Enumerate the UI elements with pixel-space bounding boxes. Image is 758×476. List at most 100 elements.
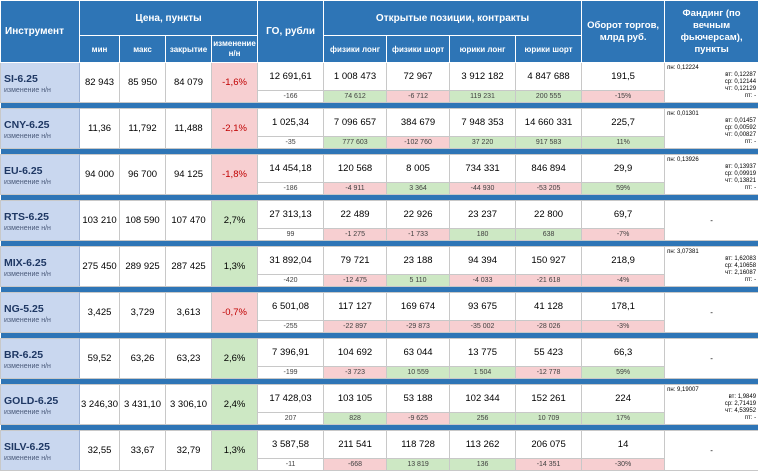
- go-delta: -11: [257, 458, 325, 471]
- funding-line: пн: 0,01301: [667, 111, 699, 117]
- price-max: 108 590: [119, 200, 166, 241]
- phys-long-delta: 74 612: [323, 90, 388, 103]
- phys-short-value: 118 728: [386, 430, 451, 459]
- funding-cell: -: [664, 200, 758, 241]
- turnover-delta: 11%: [581, 136, 666, 149]
- phys-long-value: 103 105: [323, 384, 388, 413]
- price-max: 33,67: [119, 430, 166, 471]
- change-note: изменение н/н: [4, 363, 51, 370]
- funding-line: чт: 4,53952: [725, 408, 757, 414]
- phys-short-value: 63 044: [386, 338, 451, 367]
- funding-line: вт: 1,9849: [728, 394, 757, 400]
- price-change: 1,3%: [210, 246, 259, 287]
- table-row-delta: -255 -22 897 -29 873 -35 002 -28 026 -3%: [1, 320, 758, 333]
- instrument-name: SI-6.25: [4, 73, 38, 85]
- header-min: мин: [79, 35, 120, 63]
- row-separator: [0, 148, 758, 155]
- instrument-cell: SI-6.25 изменение н/н: [0, 62, 80, 103]
- phys-short-value: 53 188: [386, 384, 451, 413]
- jur-long-delta: -35 002: [449, 320, 517, 333]
- header-jur-long: юрики лонг: [449, 35, 517, 63]
- jur-short-value: 152 261: [515, 384, 583, 413]
- row-separator: [0, 332, 758, 339]
- header-instrument: Инструмент: [0, 0, 80, 63]
- jur-long-value: 93 675: [449, 292, 517, 321]
- price-min: 59,52: [79, 338, 120, 379]
- funding-line: пт: -: [744, 185, 757, 191]
- jur-short-value: 14 660 331: [515, 108, 583, 137]
- funding-line: пт: -: [744, 277, 757, 283]
- change-note: изменение н/н: [4, 317, 51, 324]
- jur-short-delta: -53 205: [515, 182, 583, 195]
- turnover-delta: 59%: [581, 366, 666, 379]
- phys-long-value: 22 489: [323, 200, 388, 229]
- phys-short-value: 22 926: [386, 200, 451, 229]
- jur-short-delta: 200 555: [515, 90, 583, 103]
- funding-cell: пн: 9,19007 вт: 1,9849 ср: 2,71419 чт: 4,53…: [664, 384, 758, 425]
- header-turnover: Оборот торгов, млрд руб.: [581, 0, 666, 63]
- table-row-delta: 99 -1 275 -1 733 180 638 -7%: [1, 228, 758, 241]
- phys-short-delta: -9 625: [386, 412, 451, 425]
- price-change: -1,8%: [210, 154, 259, 195]
- instrument-cell: MIX-6.25 изменение н/н: [0, 246, 80, 287]
- go-delta: 207: [257, 412, 325, 425]
- jur-short-value: 4 847 688: [515, 62, 583, 91]
- header-jur-short: юрики шорт: [515, 35, 583, 63]
- header-positions: Открытые позиции, контракты: [323, 0, 583, 36]
- go-value: 12 691,61: [257, 62, 325, 91]
- jur-short-value: 150 927: [515, 246, 583, 275]
- price-min: 103 210: [79, 200, 120, 241]
- header-phys-long: физики лонг: [323, 35, 388, 63]
- header-change: изменение н/н: [210, 35, 259, 63]
- turnover-value: 224: [581, 384, 666, 413]
- price-min: 3 246,30: [79, 384, 120, 425]
- row-separator: [0, 378, 758, 385]
- turnover-delta: 17%: [581, 412, 666, 425]
- go-value: 31 892,04: [257, 246, 325, 275]
- turnover-value: 225,7: [581, 108, 666, 137]
- instrument-name: MIX-6.25: [4, 257, 47, 269]
- funding-line: чт: 0,00827: [725, 132, 757, 138]
- phys-short-delta: -29 873: [386, 320, 451, 333]
- jur-short-value: 22 800: [515, 200, 583, 229]
- funding-line: вт: 1,62083: [725, 256, 757, 262]
- turnover-value: 14: [581, 430, 666, 459]
- header-phys-short: физики шорт: [386, 35, 451, 63]
- funding-line: пн: 3,07381: [667, 249, 699, 255]
- phys-short-delta: -102 760: [386, 136, 451, 149]
- price-min: 11,36: [79, 108, 120, 149]
- phys-short-value: 72 967: [386, 62, 451, 91]
- header-close: закрытие: [165, 35, 212, 63]
- funding-cell: -: [664, 430, 758, 471]
- jur-long-delta: 37 220: [449, 136, 517, 149]
- separator-bar: [0, 424, 758, 431]
- price-change: -2,1%: [210, 108, 259, 149]
- go-delta: 99: [257, 228, 325, 241]
- change-note: изменение н/н: [4, 87, 51, 94]
- funding-line: пт: -: [744, 139, 757, 145]
- phys-short-delta: 13 819: [386, 458, 451, 471]
- go-value: 7 396,91: [257, 338, 325, 367]
- jur-short-delta: -14 351: [515, 458, 583, 471]
- row-separator: [0, 194, 758, 201]
- price-change: -1,6%: [210, 62, 259, 103]
- header-price: Цена, пункты: [78, 0, 259, 36]
- jur-long-value: 7 948 353: [449, 108, 517, 137]
- table-body: SI-6.25 изменение н/н 82 943 85 950 84 079 -1…: [0, 62, 758, 471]
- turnover-value: 66,3: [581, 338, 666, 367]
- table-row: NG-5.25 изменение н/н 3,425 3,729 3,613 -0,7%…: [0, 292, 758, 333]
- table-row: SILV-6.25 изменение н/н 32,55 33,67 32,79 1,3…: [0, 430, 758, 471]
- phys-long-value: 1 008 473: [323, 62, 388, 91]
- phys-long-delta: -22 897: [323, 320, 388, 333]
- jur-long-value: 94 394: [449, 246, 517, 275]
- table-row: GOLD-6.25 изменение н/н 3 246,30 3 431,10 3 …: [0, 384, 758, 425]
- phys-long-value: 7 096 657: [323, 108, 388, 137]
- phys-long-value: 104 692: [323, 338, 388, 367]
- phys-short-value: 23 188: [386, 246, 451, 275]
- row-separator: [0, 240, 758, 247]
- phys-short-value: 384 679: [386, 108, 451, 137]
- funding-line: вт: 0,01457: [725, 118, 757, 124]
- phys-long-delta: -1 275: [323, 228, 388, 241]
- instrument-cell: BR-6.25 изменение н/н: [0, 338, 80, 379]
